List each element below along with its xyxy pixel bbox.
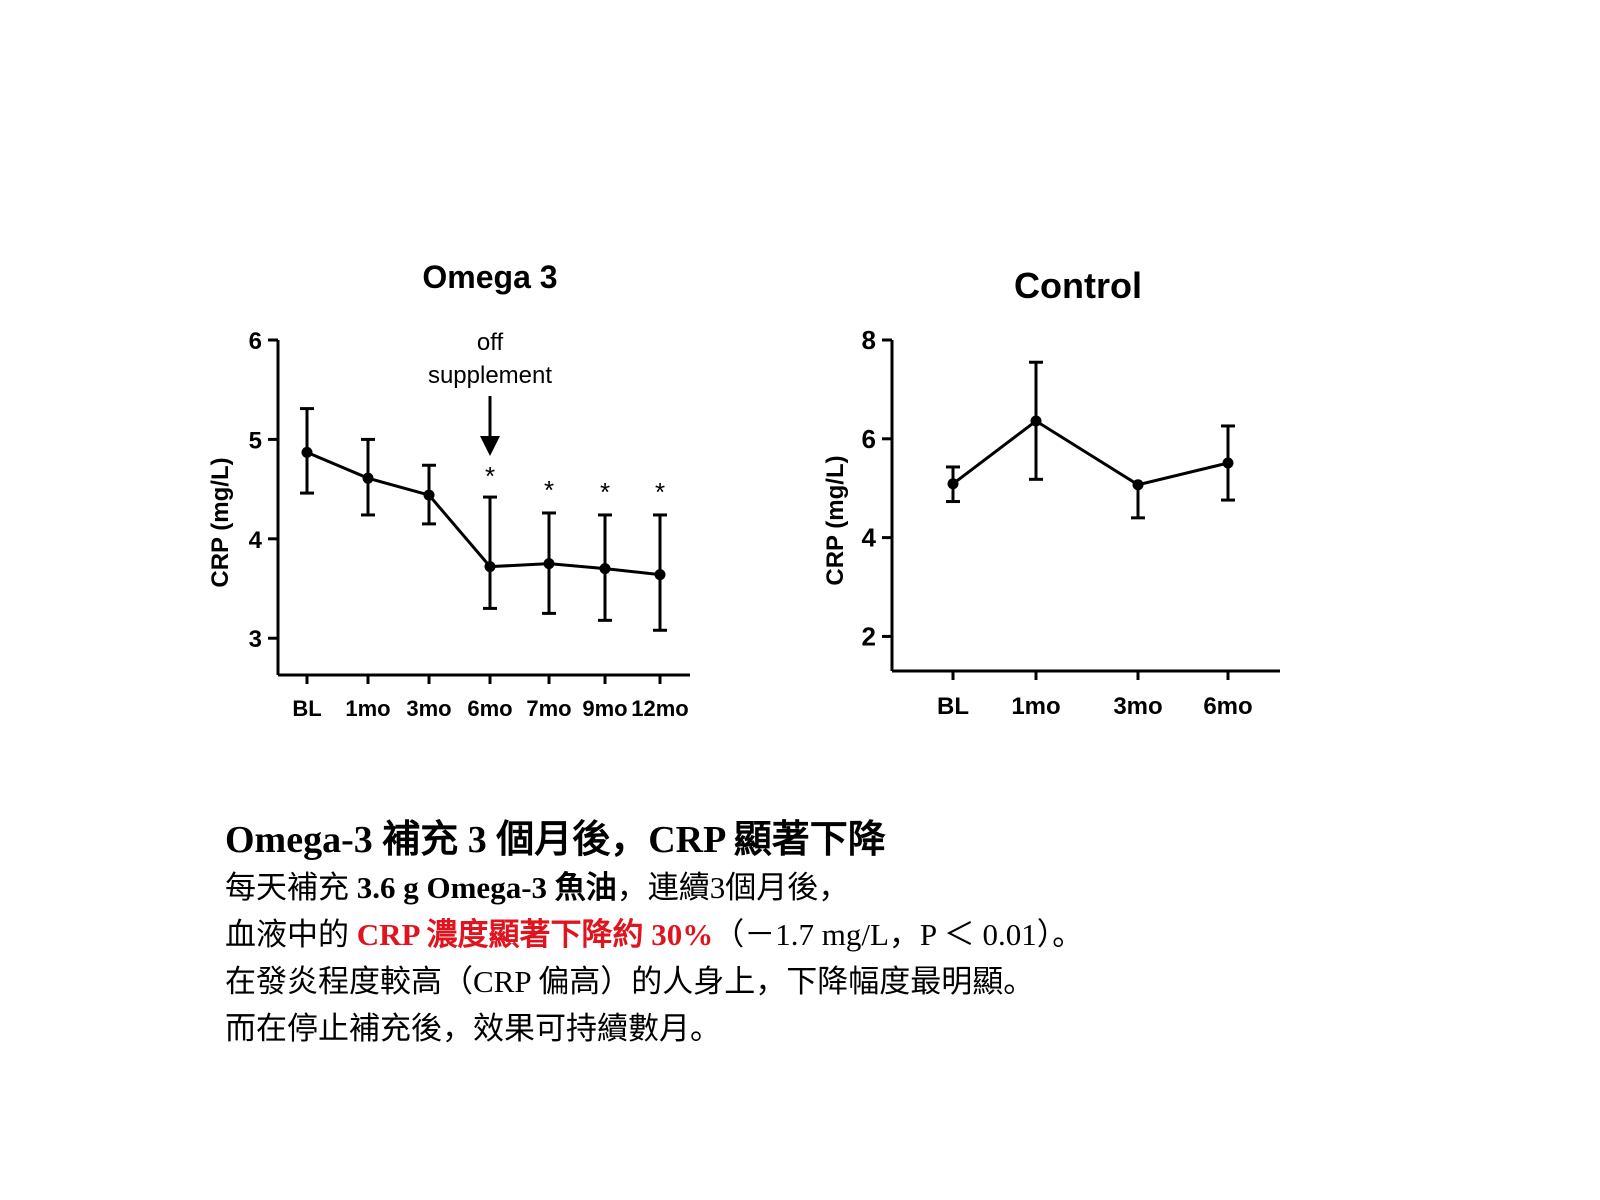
y-tick-label: 5 [249,427,262,454]
y-axis-label: CRP (mg/L) [822,455,849,585]
data-point [484,561,496,573]
chart-0: Omega 3 CRP (mg/L) 3 4 5 6 BL 1mo 3mo 6mo 7mo 9mo 12… [207,259,690,721]
significance-star: * [544,475,554,505]
line1-c: ，連續3個月後， [616,870,850,905]
x-tick-label: 3mo [1113,693,1162,720]
data-point [301,446,313,458]
y-tick-label: 3 [249,626,262,653]
data-point [599,563,611,575]
summary-line-2: 血液中的 CRP 濃度顯著下降約 30%（－1.7 mg/L，P ＜ 0.01）… [225,909,1083,954]
annotation-off: off [477,329,504,356]
y-tick-label: 2 [862,621,876,651]
summary-line-4: 而在停止補充後，效果可持續數月。 [225,1011,721,1046]
data-point [947,478,959,490]
x-tick-label: 12mo [631,696,688,721]
line1-a: 每天補充 [225,870,357,905]
arrow-down-icon [480,436,500,456]
data-point [362,472,374,484]
y-tick-label: 8 [862,325,876,355]
summary-line-3: 在發炎程度較高（CRP 偏高）的人身上，下降幅度最明顯。 [225,964,1035,999]
chart-title: Omega 3 [422,259,557,295]
x-tick-label: 7mo [526,696,571,721]
significance-star: * [485,461,495,491]
significance-star: * [600,477,610,507]
annotation-supplement: supplement [428,362,552,389]
y-tick-label: 4 [862,523,877,553]
x-tick-label: 6mo [467,696,512,721]
x-tick-label: 9mo [582,696,627,721]
y-tick-label: 6 [249,328,262,355]
x-tick-label: BL [292,696,321,721]
series-line [952,419,1229,487]
data-point [1030,415,1042,427]
x-tick-label: BL [937,693,969,720]
data-point [543,558,555,570]
y-axis-label: CRP (mg/L) [207,457,234,587]
y-tick-label: 4 [249,527,263,554]
line2-highlight: CRP 濃度顯著下降約 30% [356,917,714,952]
chart-title: Control [1014,265,1142,306]
x-tick-label: 1mo [345,696,390,721]
x-tick-label: 6mo [1203,693,1252,720]
summary-title: Omega-3 補充 3 個月後，CRP 顯著下降 [225,819,886,861]
line2-c: （－1.7 mg/L，P ＜ 0.01）。 [713,917,1084,952]
significance-star: * [655,477,665,507]
summary-line-1: 每天補充 3.6 g Omega-3 魚油，連續3個月後， [225,862,849,907]
x-tick-label: 3mo [406,696,451,721]
data-point [1132,479,1144,491]
line1-dose: 3.6 g Omega-3 魚油 [356,870,617,905]
data-point [654,569,666,581]
data-point [423,489,435,501]
y-tick-label: 6 [862,424,876,454]
x-tick-label: 1mo [1011,693,1060,720]
data-point [1222,457,1234,469]
line2-a: 血液中的 [225,917,357,952]
chart-1: Control CRP (mg/L) 2 4 6 8 BL 1mo 3mo 6mo [822,265,1280,720]
